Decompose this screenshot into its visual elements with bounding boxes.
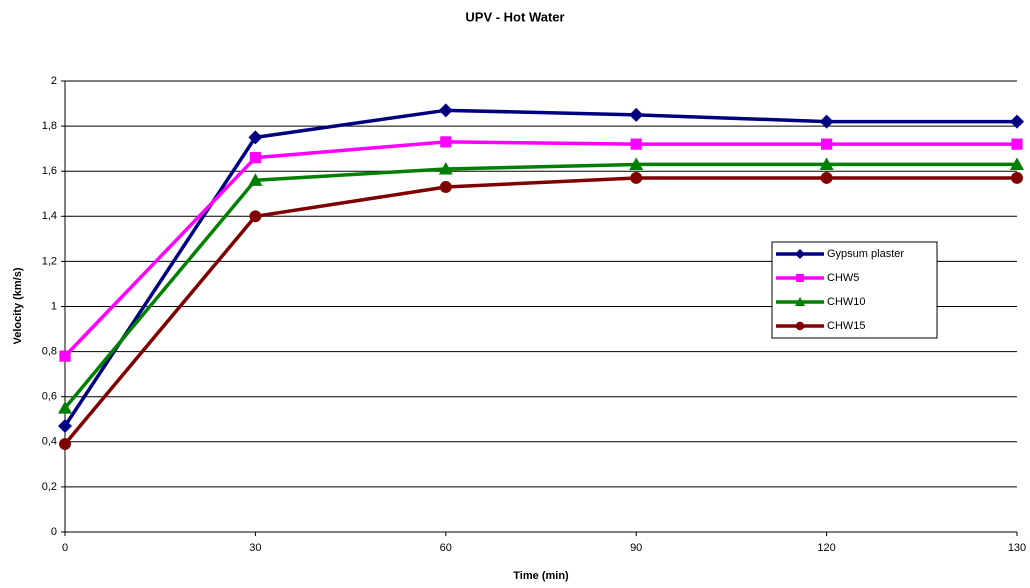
marker (630, 138, 642, 150)
y-tick-label: 0,4 (42, 436, 57, 448)
marker (438, 103, 453, 118)
legend-label: CHW10 (827, 296, 866, 308)
marker (1011, 138, 1023, 150)
series-line (63, 108, 1017, 427)
x-tick-label: 90 (630, 542, 642, 554)
y-tick-label: 1,6 (42, 165, 57, 177)
x-tick-label: 60 (440, 542, 452, 554)
marker (795, 297, 805, 306)
marker (820, 172, 833, 184)
x-tick-label: 0 (62, 542, 68, 554)
marker (59, 438, 71, 451)
legend-label: CHW15 (827, 320, 866, 332)
x-tick-label: 30 (249, 542, 261, 554)
chart-title: UPV - Hot Water (465, 9, 564, 24)
marker (439, 181, 452, 193)
marker (249, 210, 262, 223)
marker (58, 419, 72, 434)
marker (1010, 157, 1024, 171)
marker (1011, 172, 1023, 184)
marker (819, 114, 834, 129)
series-line (63, 162, 1017, 410)
y-tick-label: 0,6 (42, 391, 57, 403)
y-tick-label: 0,2 (42, 481, 57, 493)
series-line (63, 140, 1017, 358)
legend-label: Gypsum plaster (827, 248, 904, 260)
marker (440, 136, 452, 148)
marker (795, 249, 805, 259)
marker (819, 157, 834, 171)
marker (629, 157, 644, 171)
y-axis-title: Velocity (km/s) (12, 267, 24, 344)
y-tick-label: 1,4 (42, 210, 57, 222)
y-tick-label: 0,8 (42, 346, 57, 358)
series-line (63, 176, 1017, 446)
marker (58, 400, 72, 414)
marker (248, 130, 263, 145)
y-tick-label: 1 (51, 300, 57, 312)
x-tick-label: 130 (1008, 542, 1026, 554)
marker (796, 274, 804, 282)
y-tick-label: 1,8 (42, 120, 57, 132)
marker (438, 161, 453, 175)
y-tick-label: 0 (51, 526, 57, 538)
marker (629, 107, 644, 122)
marker (249, 152, 261, 164)
x-tick-label: 120 (817, 542, 835, 554)
legend-label: CHW5 (827, 272, 859, 284)
marker (630, 172, 643, 184)
marker (821, 138, 833, 150)
marker (59, 350, 71, 362)
y-tick-label: 2 (51, 75, 57, 87)
marker (795, 321, 805, 331)
marker (248, 173, 263, 186)
x-axis-title: Time (min) (513, 570, 569, 582)
marker (1010, 114, 1024, 129)
y-tick-label: 1,2 (42, 255, 57, 267)
